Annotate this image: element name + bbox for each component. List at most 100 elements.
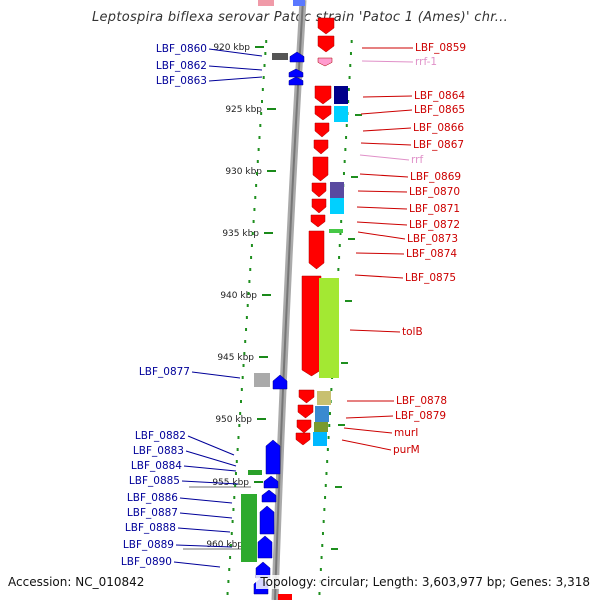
genome-backbone <box>271 0 307 600</box>
right-dotted-guide <box>343 160 346 163</box>
forward-cds-feature <box>317 35 335 53</box>
left-dotted-guide <box>229 556 232 559</box>
left-dotted-guide <box>237 436 240 439</box>
left-dotted-guide <box>262 76 265 79</box>
accession-text: Accession: NC_010842 <box>8 575 145 589</box>
right-dotted-guide <box>337 268 340 271</box>
feature-box-gray <box>254 373 270 387</box>
left-dotted-guide <box>252 220 255 223</box>
right-dotted-guide <box>328 424 331 427</box>
left-gene-label: LBF_0882 <box>135 430 186 442</box>
left-label-connector <box>183 465 237 472</box>
forward-cds-feature <box>296 419 312 434</box>
right-label-connector <box>354 274 404 279</box>
right-guide-dash <box>335 486 342 488</box>
forward-cds-feature <box>310 214 326 228</box>
left-dotted-guide <box>264 52 267 55</box>
left-gene-label: LBF_0877 <box>139 366 190 378</box>
left-dotted-guide <box>227 580 230 583</box>
left-gene-label: LBF_0888 <box>125 522 176 534</box>
left-dotted-guide <box>250 256 253 259</box>
left-dotted-guide <box>251 232 254 235</box>
scale-tick-label: 940 kbp <box>220 291 257 301</box>
left-dotted-guide <box>261 100 263 103</box>
right-gene-label: LBF_0874 <box>406 248 457 260</box>
right-gene-label: LBF_0875 <box>405 272 456 284</box>
right-gene-label: LBF_0871 <box>409 203 460 215</box>
scale-tick-label: 955 kbp <box>212 478 249 488</box>
forward-cds-feature <box>317 17 335 35</box>
left-dotted-guide <box>260 112 263 115</box>
left-gene-label: LBF_0885 <box>129 475 180 487</box>
right-gene-label: LBF_0867 <box>413 139 464 151</box>
feature-box-purple <box>330 182 344 198</box>
right-label-connector <box>356 206 408 210</box>
right-gene-label: LBF_0866 <box>413 122 464 134</box>
right-label-connector <box>349 329 401 333</box>
right-label-connector <box>360 142 412 146</box>
right-guide-dash <box>341 362 348 364</box>
left-dotted-guide <box>226 592 229 595</box>
left-label-connector <box>179 497 233 504</box>
reverse-cds-feature <box>288 76 304 86</box>
left-dotted-guide <box>239 412 242 415</box>
label-connectors <box>173 47 414 568</box>
left-gene-label: LBF_0863 <box>156 75 207 87</box>
left-dotted-guide <box>236 448 239 451</box>
right-dotted-guide <box>345 136 348 139</box>
right-label-connector <box>361 60 414 63</box>
scale-tick-label: 950 kbp <box>215 415 252 425</box>
gene-labels: LBF_0860 LBF_0862 LBF_0863 LBF_0877 LBF_0882… <box>121 42 466 568</box>
left-gene-label: LBF_0884 <box>131 460 182 472</box>
scale-tick-label: 930 kbp <box>225 167 262 177</box>
left-dotted-guide <box>255 172 258 175</box>
right-label-connector <box>359 173 409 178</box>
left-dotted-guide <box>254 196 257 199</box>
right-guide-dash <box>338 424 345 426</box>
left-dotted-guide <box>257 148 260 151</box>
right-dotted-guide <box>330 388 333 391</box>
left-gene-label: LBF_0883 <box>133 445 184 457</box>
left-dotted-guide <box>255 184 258 187</box>
scale-tick-label: 935 kbp <box>222 229 259 239</box>
right-label-connector <box>341 439 392 451</box>
left-label-connector <box>179 512 233 519</box>
left-dotted-guide <box>244 340 247 343</box>
left-label-connector <box>191 371 241 379</box>
feature-box-green <box>241 494 257 562</box>
right-label-connector <box>345 415 394 419</box>
left-gene-label: LBF_0860 <box>156 43 207 55</box>
right-gene-label: LBF_0864 <box>414 90 465 102</box>
left-dotted-guide <box>233 496 236 499</box>
right-dotted-guide <box>322 520 325 523</box>
right-label-connector <box>357 190 408 193</box>
feature-box-olive <box>314 422 328 432</box>
left-dotted-guide <box>250 244 253 247</box>
right-label-connector <box>359 154 410 161</box>
left-dotted-guide <box>235 460 238 463</box>
right-dotted-guide <box>347 100 350 103</box>
left-label-connector <box>185 450 237 467</box>
feature-box-gray <box>272 53 288 60</box>
left-gene-label: LBF_0890 <box>121 556 172 568</box>
feature-box-cyan <box>313 432 327 446</box>
right-dotted-guide <box>342 172 345 175</box>
right-gene-label: LBF_0873 <box>407 233 458 245</box>
forward-cds-feature <box>312 156 329 182</box>
right-dotted-guide <box>340 220 343 223</box>
rna-feature <box>317 57 333 67</box>
reverse-cds-feature <box>272 374 288 390</box>
forward-cds-feature <box>308 230 325 270</box>
left-dotted-guide <box>231 520 234 523</box>
left-dotted-guide <box>232 508 235 511</box>
right-gene-label: purM <box>393 444 420 456</box>
right-gene-label: LBF_0870 <box>409 186 460 198</box>
left-label-connector <box>208 65 263 71</box>
right-dotted-guide <box>349 52 352 55</box>
right-label-connector <box>362 95 413 98</box>
right-dotted-guide <box>347 88 350 91</box>
reverse-cds-feature <box>289 51 305 63</box>
forward-cds-feature <box>314 105 332 121</box>
